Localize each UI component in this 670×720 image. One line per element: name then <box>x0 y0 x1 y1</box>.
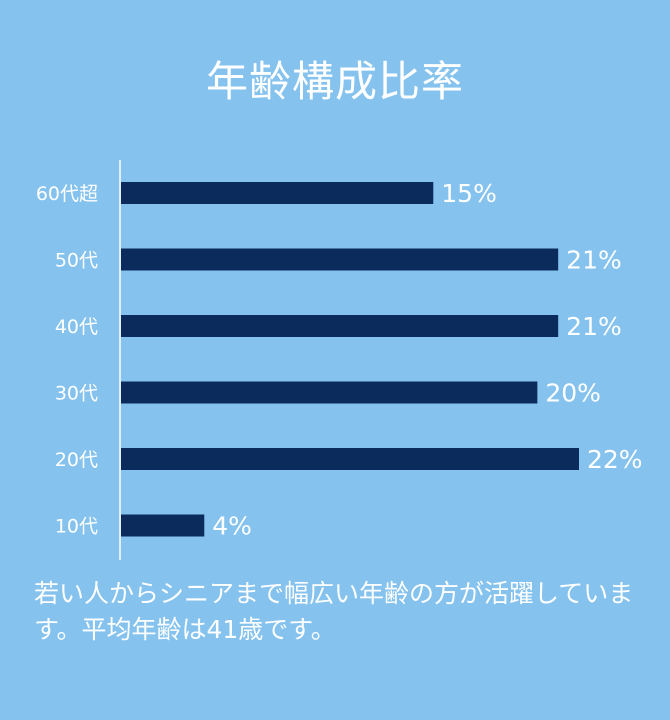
category-label: 60代超 <box>36 183 98 205</box>
bar <box>121 248 559 271</box>
bar-chart: 60代超 15% 50代 21% 40代 21% 30代 20% 20代 22% 10代 4% <box>36 160 643 560</box>
chart-caption: 若い人からシニアまで幅広い年齢の方が活躍しています。平均年齢は41歳です。 <box>34 579 634 644</box>
category-label: 20代 <box>55 449 98 471</box>
category-label: 40代 <box>55 316 98 338</box>
bar-value-label: 22% <box>587 445 643 474</box>
category-label: 10代 <box>55 516 98 538</box>
bar <box>121 381 538 404</box>
bar-value-label: 4% <box>212 512 252 541</box>
category-label: 50代 <box>55 250 98 272</box>
bar-value-label: 21% <box>566 246 622 275</box>
bar <box>121 315 559 337</box>
bar-value-label: 20% <box>545 379 601 408</box>
bar-value-label: 15% <box>441 179 497 208</box>
bar <box>121 182 434 204</box>
bar <box>121 514 205 537</box>
chart-title: 年齢構成比率 <box>205 57 464 106</box>
category-label: 30代 <box>55 383 98 405</box>
bar <box>121 448 579 470</box>
bar-value-label: 21% <box>566 312 622 341</box>
